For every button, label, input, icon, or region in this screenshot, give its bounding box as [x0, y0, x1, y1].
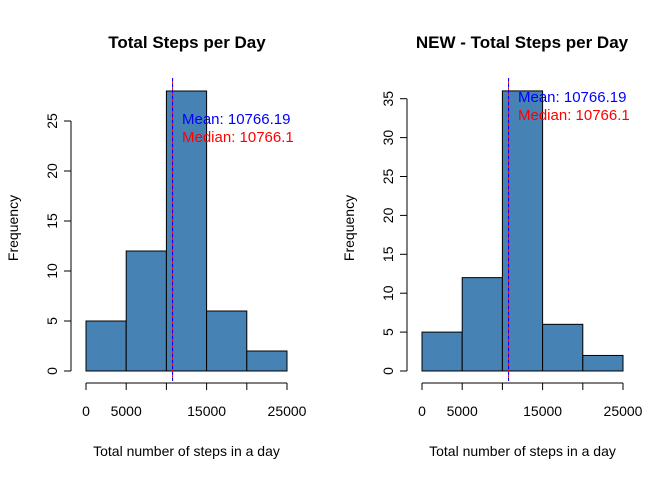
- y-tick-label: 0: [44, 367, 60, 375]
- histogram-bar: [165, 90, 208, 372]
- y-tick-label: 5: [44, 317, 60, 325]
- histogram-bar: [246, 350, 288, 372]
- y-tick-label: 10: [380, 285, 396, 301]
- x-tick-label: 15000: [523, 403, 562, 419]
- x-tick-label: 25000: [268, 403, 307, 419]
- x-axis-label: Total number of steps in a day: [429, 443, 616, 459]
- y-axis-label: Frequency: [341, 195, 357, 261]
- histogram-bar: [206, 310, 248, 372]
- x-axis-label: Total number of steps in a day: [93, 443, 280, 459]
- mean-annotation: Mean: 10766.19: [182, 111, 290, 128]
- median-annotation: Median: 10766.1: [182, 129, 294, 146]
- y-tick-label: 20: [380, 207, 396, 223]
- y-tick-label: 30: [380, 130, 396, 146]
- y-tick-label: 25: [44, 113, 60, 129]
- mean-annotation: Mean: 10766.19: [518, 89, 626, 106]
- y-tick-label: 35: [380, 91, 396, 107]
- y-tick-label: 15: [44, 213, 60, 229]
- histogram-bar: [421, 331, 463, 372]
- x-tick-label: 5000: [111, 403, 142, 419]
- chart-title: NEW - Total Steps per Day: [416, 33, 629, 52]
- x-tick-label: 0: [82, 403, 90, 419]
- histogram-bar: [461, 277, 503, 372]
- y-tick-label: 20: [44, 163, 60, 179]
- chart-title: Total Steps per Day: [108, 33, 266, 52]
- y-tick-label: 5: [380, 328, 396, 336]
- y-axis-label: Frequency: [5, 195, 21, 261]
- histogram-bar: [542, 323, 584, 372]
- x-tick-label: 5000: [447, 403, 478, 419]
- median-annotation: Median: 10766.1: [518, 107, 630, 124]
- y-tick-label: 0: [380, 367, 396, 375]
- histogram-bar: [125, 250, 167, 372]
- histogram-bar: [582, 354, 624, 372]
- x-tick-label: 25000: [604, 403, 643, 419]
- x-tick-label: 15000: [187, 403, 226, 419]
- x-tick-label: 0: [418, 403, 426, 419]
- y-tick-label: 25: [380, 169, 396, 185]
- y-tick-label: 15: [380, 246, 396, 262]
- histogram-bar: [501, 90, 544, 372]
- y-tick-label: 10: [44, 263, 60, 279]
- histogram-bar: [85, 320, 127, 372]
